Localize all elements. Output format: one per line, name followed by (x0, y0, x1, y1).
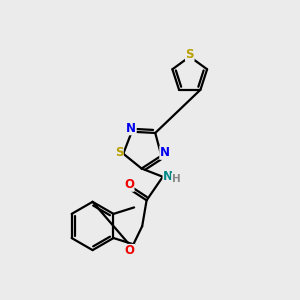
Text: N: N (163, 170, 173, 183)
Text: N: N (126, 122, 136, 135)
Text: S: S (115, 146, 123, 159)
Text: N: N (160, 146, 170, 159)
Text: H: H (172, 173, 180, 184)
Text: O: O (124, 178, 134, 191)
Text: S: S (185, 48, 194, 61)
Text: O: O (124, 244, 134, 257)
